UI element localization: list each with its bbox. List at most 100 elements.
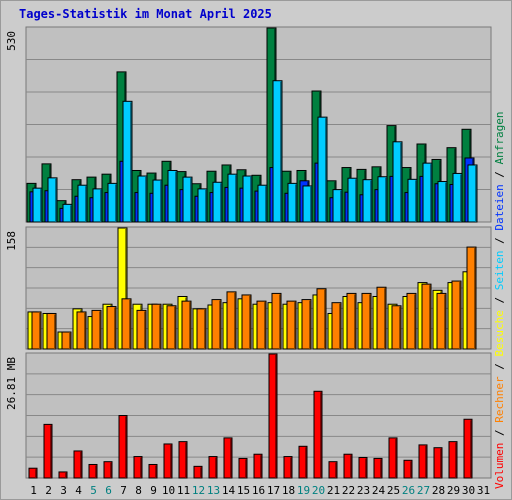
legend-separator: /	[493, 423, 506, 443]
bar-shadow	[110, 462, 112, 478]
bar-shadow	[459, 282, 461, 349]
day-label-10: 10	[162, 484, 175, 497]
day-label-11: 11	[177, 484, 190, 497]
bar-rechner-day-19	[301, 299, 312, 350]
bar-volumen-day-28	[433, 447, 443, 479]
bar-rechner-day-4	[76, 311, 87, 350]
bar-shadow	[470, 420, 472, 478]
day-label-22: 22	[342, 484, 355, 497]
bar-volumen-day-2	[43, 423, 53, 479]
legend: Volumen / Rechner / Besuche / Seiten / D…	[493, 111, 506, 489]
bar-shadow	[320, 392, 322, 478]
bar-volumen-day-11	[178, 441, 188, 479]
bar-shadow	[310, 186, 312, 222]
bar-rechner-day-6	[106, 306, 117, 350]
bar-shadow	[205, 189, 207, 222]
bar-volumen-day-29	[448, 441, 458, 479]
bar-shadow	[430, 164, 432, 222]
day-label-30: 30	[462, 484, 475, 497]
bar-volumen-day-10	[163, 443, 173, 479]
bar-volumen-day-24	[373, 457, 383, 479]
day-label-14: 14	[222, 484, 236, 497]
bar-shadow	[204, 309, 206, 349]
legend-rechner: Rechner	[493, 376, 506, 423]
day-label-29: 29	[447, 484, 460, 497]
bar-rechner-day-9	[151, 303, 162, 350]
bar-rechner-day-28	[436, 292, 447, 350]
bar-shadow	[185, 442, 187, 478]
bar-shadow	[65, 472, 67, 478]
bar-volumen-day-30	[463, 418, 473, 479]
day-label-24: 24	[372, 484, 386, 497]
bar-shadow	[305, 447, 307, 478]
bar-volumen-day-1	[28, 467, 38, 479]
bar-shadow	[235, 175, 237, 222]
bar-shadow	[440, 448, 442, 478]
day-label-6: 6	[105, 484, 112, 497]
bar-rechner-day-26	[406, 292, 417, 350]
bar-shadow	[335, 462, 337, 478]
bar-volumen-day-8	[133, 456, 143, 479]
bar-shadow	[80, 451, 82, 478]
bar-shadow	[115, 184, 117, 222]
bar-shadow	[129, 299, 131, 349]
bar-shadow	[155, 465, 157, 478]
bar-rechner-day-11	[181, 300, 192, 350]
bar-shadow	[160, 181, 162, 222]
bar-shadow	[380, 459, 382, 478]
day-label-3: 3	[60, 484, 67, 497]
bar-shadow	[280, 81, 282, 222]
bar-shadow	[355, 179, 357, 222]
bar-volumen-day-16	[253, 453, 263, 479]
day-label-7: 7	[120, 484, 127, 497]
day-label-18: 18	[282, 484, 295, 497]
day-label-26: 26	[402, 484, 415, 497]
bar-shadow	[474, 248, 476, 349]
bar-shadow	[114, 307, 116, 349]
legend-separator: /	[493, 164, 506, 184]
bar-shadow	[130, 102, 132, 222]
bar-shadow	[370, 180, 372, 222]
bar-volumen-day-15	[238, 457, 248, 479]
bar-volumen-day-3	[58, 471, 68, 479]
bar-shadow	[84, 312, 86, 349]
bar-shadow	[220, 183, 222, 222]
bar-volumen-day-12	[193, 465, 203, 479]
bar-shadow	[455, 442, 457, 478]
day-label-23: 23	[357, 484, 370, 497]
bar-rechner-day-8	[136, 309, 147, 350]
bar-rechner-day-7	[121, 298, 132, 350]
bar-shadow	[144, 311, 146, 349]
bar-volumen-day-14	[223, 437, 233, 479]
bar-rechner-day-14	[226, 291, 237, 350]
bar-shadow	[414, 294, 416, 349]
bar-shadow	[309, 300, 311, 349]
bar-shadow	[415, 180, 417, 222]
bar-rechner-day-12	[196, 308, 207, 350]
legend-dateien: Dateien	[493, 184, 506, 230]
bar-shadow	[324, 289, 326, 349]
chart-title: Tages-Statistik im Monat April 2025	[19, 7, 272, 21]
scale-label: 530	[5, 31, 18, 51]
bar-shadow	[275, 355, 277, 478]
bar-shadow	[50, 425, 52, 478]
legend-besuche: Besuche	[493, 310, 506, 356]
bar-shadow	[400, 142, 402, 222]
bar-volumen-day-21	[328, 461, 338, 479]
bar-shadow	[279, 294, 281, 349]
bar-volumen-day-5	[88, 463, 98, 479]
bar-seiten-day-20	[317, 116, 328, 223]
bar-rechner-day-2	[46, 312, 57, 350]
bar-volumen-day-20	[313, 390, 323, 479]
day-label-8: 8	[135, 484, 142, 497]
bar-shadow	[175, 171, 177, 222]
bar-rechner-day-24	[376, 286, 387, 350]
bar-shadow	[234, 292, 236, 349]
day-label-9: 9	[150, 484, 157, 497]
bar-rechner-day-21	[331, 302, 342, 350]
bar-volumen-day-23	[358, 456, 368, 479]
bar-shadow	[410, 461, 412, 478]
bar-shadow	[250, 177, 252, 222]
